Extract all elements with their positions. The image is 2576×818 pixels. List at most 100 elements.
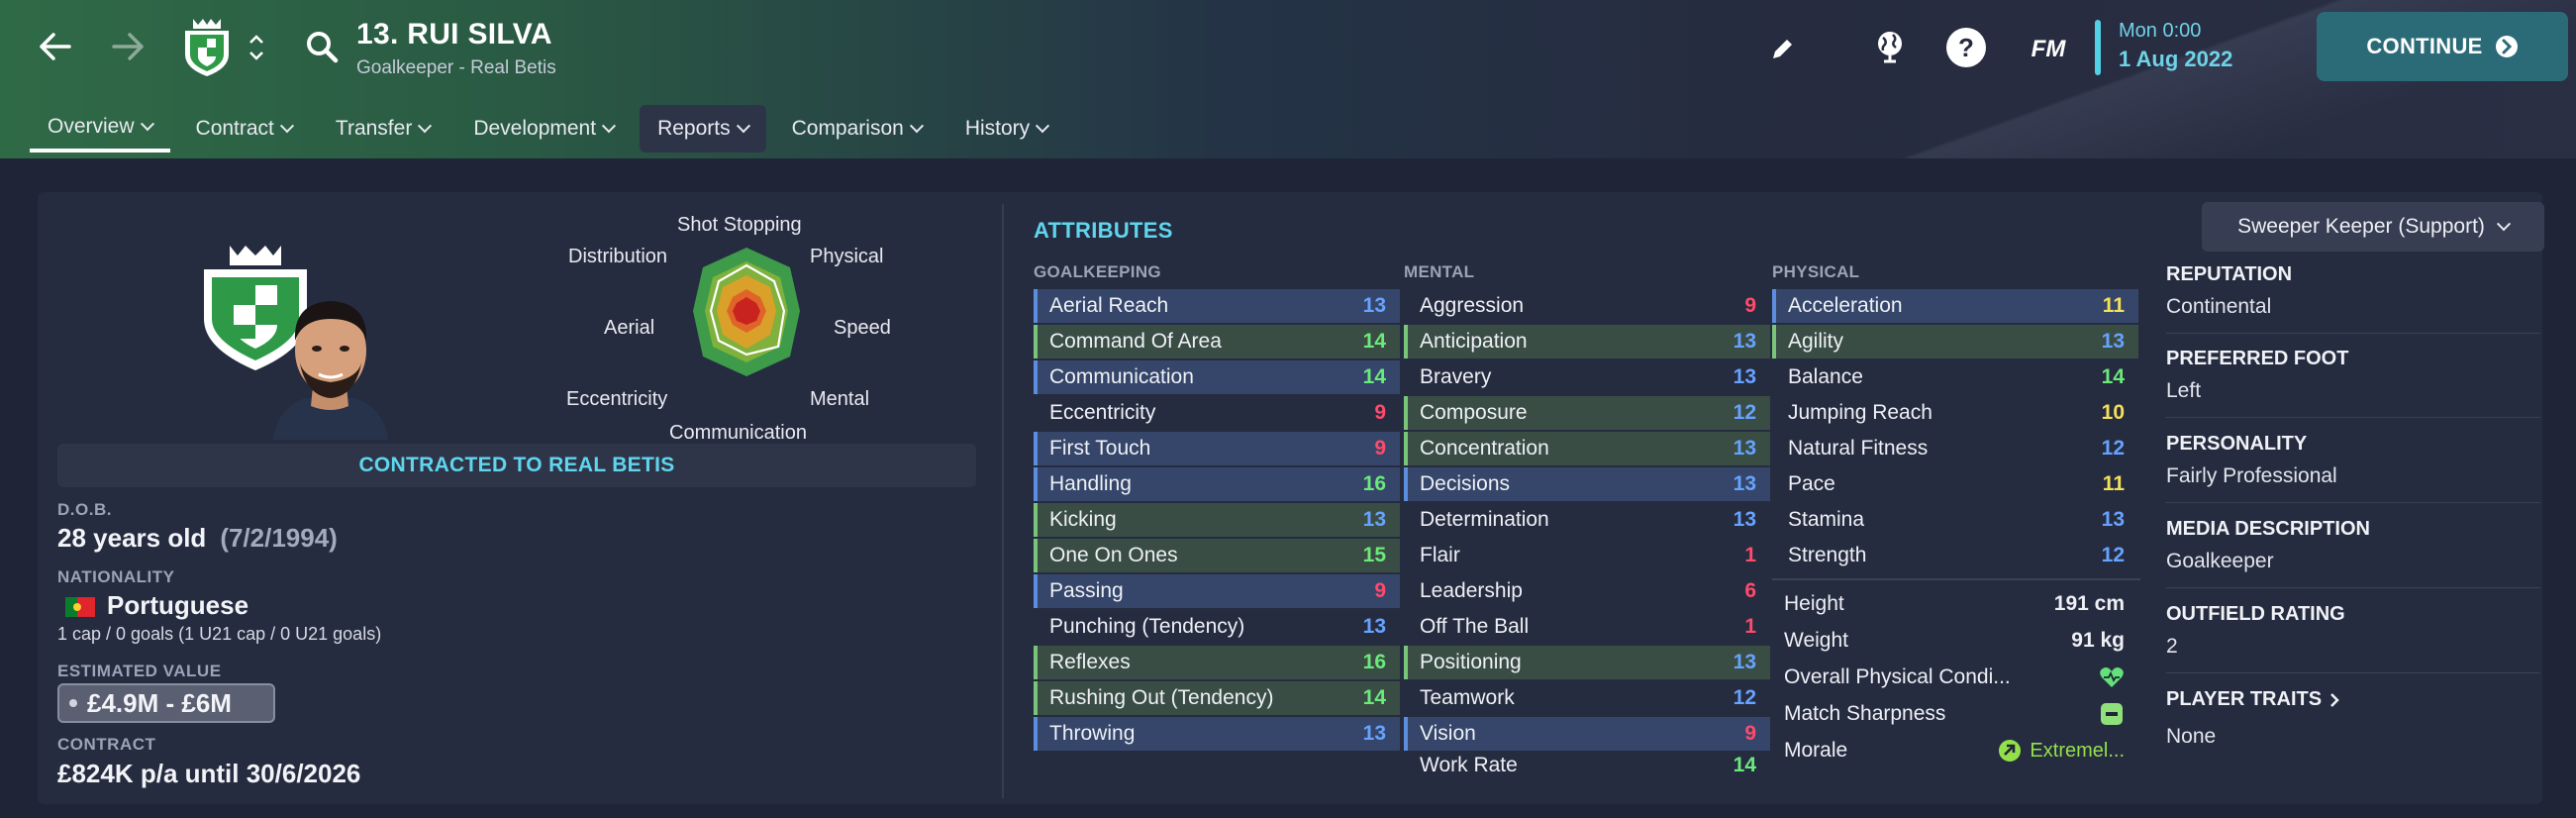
attribute-row[interactable]: Off The Ball 1 — [1404, 610, 1770, 644]
attribute-row[interactable]: Agility 13 — [1772, 325, 2138, 358]
tab-development[interactable]: Development — [455, 105, 632, 153]
back-button[interactable] — [30, 22, 79, 71]
height-row: Height 191 cm — [1772, 587, 2138, 621]
role-dropdown[interactable]: Sweeper Keeper (Support) — [2202, 202, 2544, 252]
chevron-down-icon — [909, 119, 924, 134]
attribute-row[interactable]: Communication 14 — [1034, 360, 1400, 394]
attribute-row[interactable]: Positioning 13 — [1404, 646, 1770, 679]
weight-value: 91 kg — [2071, 629, 2125, 652]
attribute-row[interactable]: Natural Fitness 12 — [1772, 432, 2138, 465]
attribute-row[interactable]: Anticipation 13 — [1404, 325, 1770, 358]
chevron-up-icon[interactable] — [248, 35, 264, 45]
tab-overview[interactable]: Overview — [30, 105, 170, 153]
player-traits-link[interactable]: PLAYER TRAITS — [2166, 688, 2339, 711]
attribute-row[interactable]: Eccentricity 9 — [1034, 396, 1400, 430]
attribute-row[interactable]: Acceleration 11 — [1772, 289, 2138, 323]
attribute-row[interactable]: Strength 12 — [1772, 539, 2138, 572]
morale-arrow-icon — [1999, 740, 2022, 762]
attribute-name: Throwing — [1049, 722, 1136, 745]
search-button[interactable] — [299, 24, 345, 69]
fm-menu-button[interactable]: FM — [2031, 36, 2066, 62]
attribute-row[interactable]: Reflexes 16 — [1034, 646, 1400, 679]
attribute-name: Off The Ball — [1420, 615, 1530, 638]
morale-row[interactable]: Morale Extremel... — [1772, 734, 2138, 767]
morale-text: Extremel... — [2030, 739, 2125, 762]
tab-reports[interactable]: Reports — [640, 105, 766, 153]
attribute-row[interactable]: Teamwork 12 — [1404, 681, 1770, 715]
attribute-row[interactable]: Stamina 13 — [1772, 503, 2138, 537]
attribute-name: Jumping Reach — [1788, 401, 1932, 424]
nationality-value[interactable]: Portuguese — [107, 590, 249, 620]
attribute-row[interactable]: Flair 1 — [1404, 539, 1770, 572]
tab-label: Reports — [657, 117, 731, 140]
attribute-row[interactable]: Jumping Reach 10 — [1772, 396, 2138, 430]
weight-label: Weight — [1784, 629, 1848, 652]
attribute-row[interactable]: Aerial Reach 13 — [1034, 289, 1400, 323]
attribute-row[interactable]: Leadership 6 — [1404, 574, 1770, 608]
attribute-row[interactable]: Aggression 9 — [1404, 289, 1770, 323]
attribute-row[interactable]: Command Of Area 14 — [1034, 325, 1400, 358]
condition-row[interactable]: Overall Physical Condi... — [1772, 661, 2138, 694]
club-crest-small-icon[interactable] — [178, 14, 236, 79]
tab-comparison[interactable]: Comparison — [774, 105, 940, 153]
attribute-name: Positioning — [1420, 651, 1522, 673]
attribute-row[interactable]: Kicking 13 — [1034, 503, 1400, 537]
attribute-row[interactable]: Determination 13 — [1404, 503, 1770, 537]
tab-history[interactable]: History — [947, 105, 1065, 153]
attribute-row[interactable]: Decisions 13 — [1404, 467, 1770, 501]
dob-label: D.O.B. — [57, 500, 112, 519]
chevron-down-icon — [736, 119, 750, 134]
tab-contract[interactable]: Contract — [178, 105, 310, 153]
attribute-value: 12 — [1733, 401, 1756, 424]
attribute-row[interactable]: Work Rate 14 — [1404, 749, 1770, 782]
attribute-value: 13 — [1733, 651, 1756, 673]
attribute-row[interactable]: Concentration 13 — [1404, 432, 1770, 465]
edit-button[interactable] — [1760, 28, 1804, 71]
heart-icon — [2099, 665, 2125, 690]
attribute-row[interactable]: Vision 9 — [1404, 717, 1770, 751]
attribute-row[interactable]: Throwing 13 — [1034, 717, 1400, 751]
attribute-radar-chart: Shot Stopping Distribution Physical Aeri… — [554, 212, 931, 444]
club-crest-icon[interactable] — [196, 242, 315, 372]
international-caps: 1 cap / 0 goals (1 U21 cap / 0 U21 goals… — [57, 624, 382, 644]
forward-button[interactable] — [104, 22, 153, 71]
help-button[interactable]: ? — [1946, 28, 1986, 67]
arrow-right-icon — [112, 33, 144, 60]
attribute-row[interactable]: First Touch 9 — [1034, 432, 1400, 465]
tab-transfer[interactable]: Transfer — [318, 105, 447, 153]
player-switch-stepper[interactable] — [242, 24, 271, 71]
attribute-value: 16 — [1362, 472, 1386, 495]
attribute-value: 9 — [1744, 294, 1756, 317]
attribute-row[interactable]: Handling 16 — [1034, 467, 1400, 501]
attribute-name: Reflexes — [1049, 651, 1131, 673]
arrow-left-icon — [40, 33, 71, 60]
attribute-value: 14 — [2101, 365, 2125, 388]
attribute-row[interactable]: Composure 12 — [1404, 396, 1770, 430]
attribute-value: 14 — [1362, 330, 1386, 353]
attribute-row[interactable]: Rushing Out (Tendency) 14 — [1034, 681, 1400, 715]
search-icon — [307, 32, 339, 63]
nationality-label: NATIONALITY — [57, 567, 175, 586]
attribute-name: Passing — [1049, 579, 1124, 602]
chevron-down-icon[interactable] — [248, 51, 264, 60]
attribute-name: One On Ones — [1049, 544, 1178, 566]
attribute-row[interactable]: Bravery 13 — [1404, 360, 1770, 394]
attribute-value: 13 — [2101, 508, 2125, 531]
sharpness-row[interactable]: Match Sharpness — [1772, 697, 2138, 731]
world-button[interactable] — [1867, 24, 1913, 69]
height-value: 191 cm — [2053, 592, 2125, 615]
attribute-row[interactable]: Passing 9 — [1034, 574, 1400, 608]
attribute-row[interactable]: Balance 14 — [1772, 360, 2138, 394]
chevron-down-icon — [2496, 217, 2511, 232]
continue-button[interactable]: CONTINUE — [2317, 12, 2568, 81]
tab-label: Development — [473, 117, 597, 140]
attribute-name: Communication — [1049, 365, 1194, 388]
attribute-row[interactable]: Punching (Tendency) 13 — [1034, 610, 1400, 644]
attribute-row[interactable]: Pace 11 — [1772, 467, 2138, 501]
attribute-value: 9 — [1374, 401, 1386, 424]
attribute-row[interactable]: One On Ones 15 — [1034, 539, 1400, 572]
arrow-circle-right-icon — [2495, 36, 2518, 57]
estimated-value-tag[interactable]: £4.9M - £6M — [57, 683, 275, 723]
reputation-label: REPUTATION — [2166, 263, 2293, 285]
portugal-flag-icon[interactable] — [65, 597, 95, 617]
